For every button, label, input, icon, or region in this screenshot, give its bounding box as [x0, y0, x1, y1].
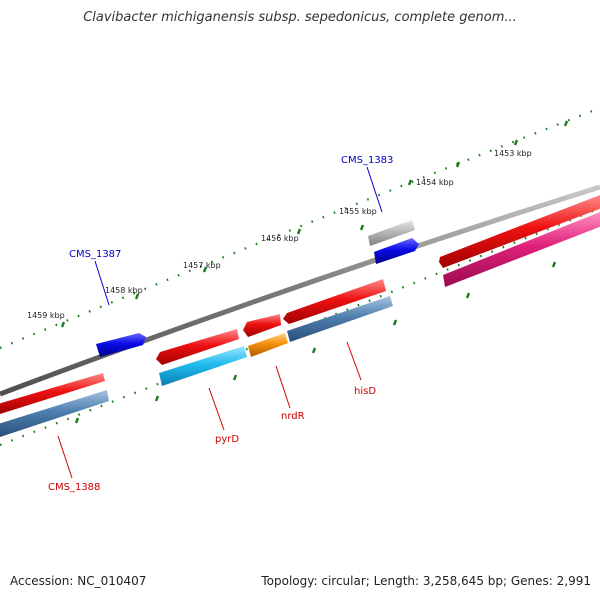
gene-hisd — [287, 296, 393, 342]
gene-cms-1387 — [96, 333, 146, 357]
gene-forward-red — [0, 373, 105, 414]
forward-genes — [0, 195, 600, 414]
gene-label-cms-1387: CMS_1387 — [69, 249, 121, 260]
scale-inner-ticks — [74, 261, 557, 424]
scale-label: 1453 kbp — [494, 149, 532, 158]
scale-label: 1459 kbp — [27, 311, 65, 320]
reverse-genes — [0, 212, 600, 437]
scale-major-ticks — [60, 120, 569, 328]
gene-cms-1388 — [0, 390, 109, 437]
gene-forward-blue — [374, 238, 419, 264]
gene-forward-red — [243, 314, 281, 337]
gene-forward-red — [283, 279, 386, 324]
accession-text: Accession: NC_010407 — [10, 574, 147, 588]
scale-label: 1457 kbp — [183, 261, 221, 270]
scale-label: 1454 kbp — [416, 178, 454, 187]
gene-label-pyrd: pyrD — [215, 434, 239, 445]
gene-pyrd — [159, 346, 247, 386]
scale-label: 1456 kbp — [261, 234, 299, 243]
gene-cms-1383 — [368, 220, 415, 246]
scale-label: 1458 kbp — [105, 286, 143, 295]
genome-backbone — [0, 184, 600, 397]
gene-label-hisd: hisD — [354, 386, 376, 397]
map-title: Clavibacter michiganensis subsp. sepedon… — [83, 10, 517, 25]
gene-label-cms-1388: CMS_1388 — [48, 482, 100, 493]
scale-inner-ring — [0, 206, 600, 447]
label-leaders — [57, 166, 383, 479]
scale-label: 1455 kbp — [339, 207, 377, 216]
gene-forward-red — [439, 195, 600, 268]
gene-forward-red — [156, 329, 239, 365]
gene-label-nrdr: nrdR — [281, 411, 305, 422]
genome-summary: Topology: circular; Length: 3,258,645 bp… — [261, 574, 591, 588]
gene-label-cms-1383: CMS_1383 — [341, 155, 393, 166]
gene-nrdr — [248, 333, 288, 357]
gene-reverse-magenta — [443, 212, 600, 287]
